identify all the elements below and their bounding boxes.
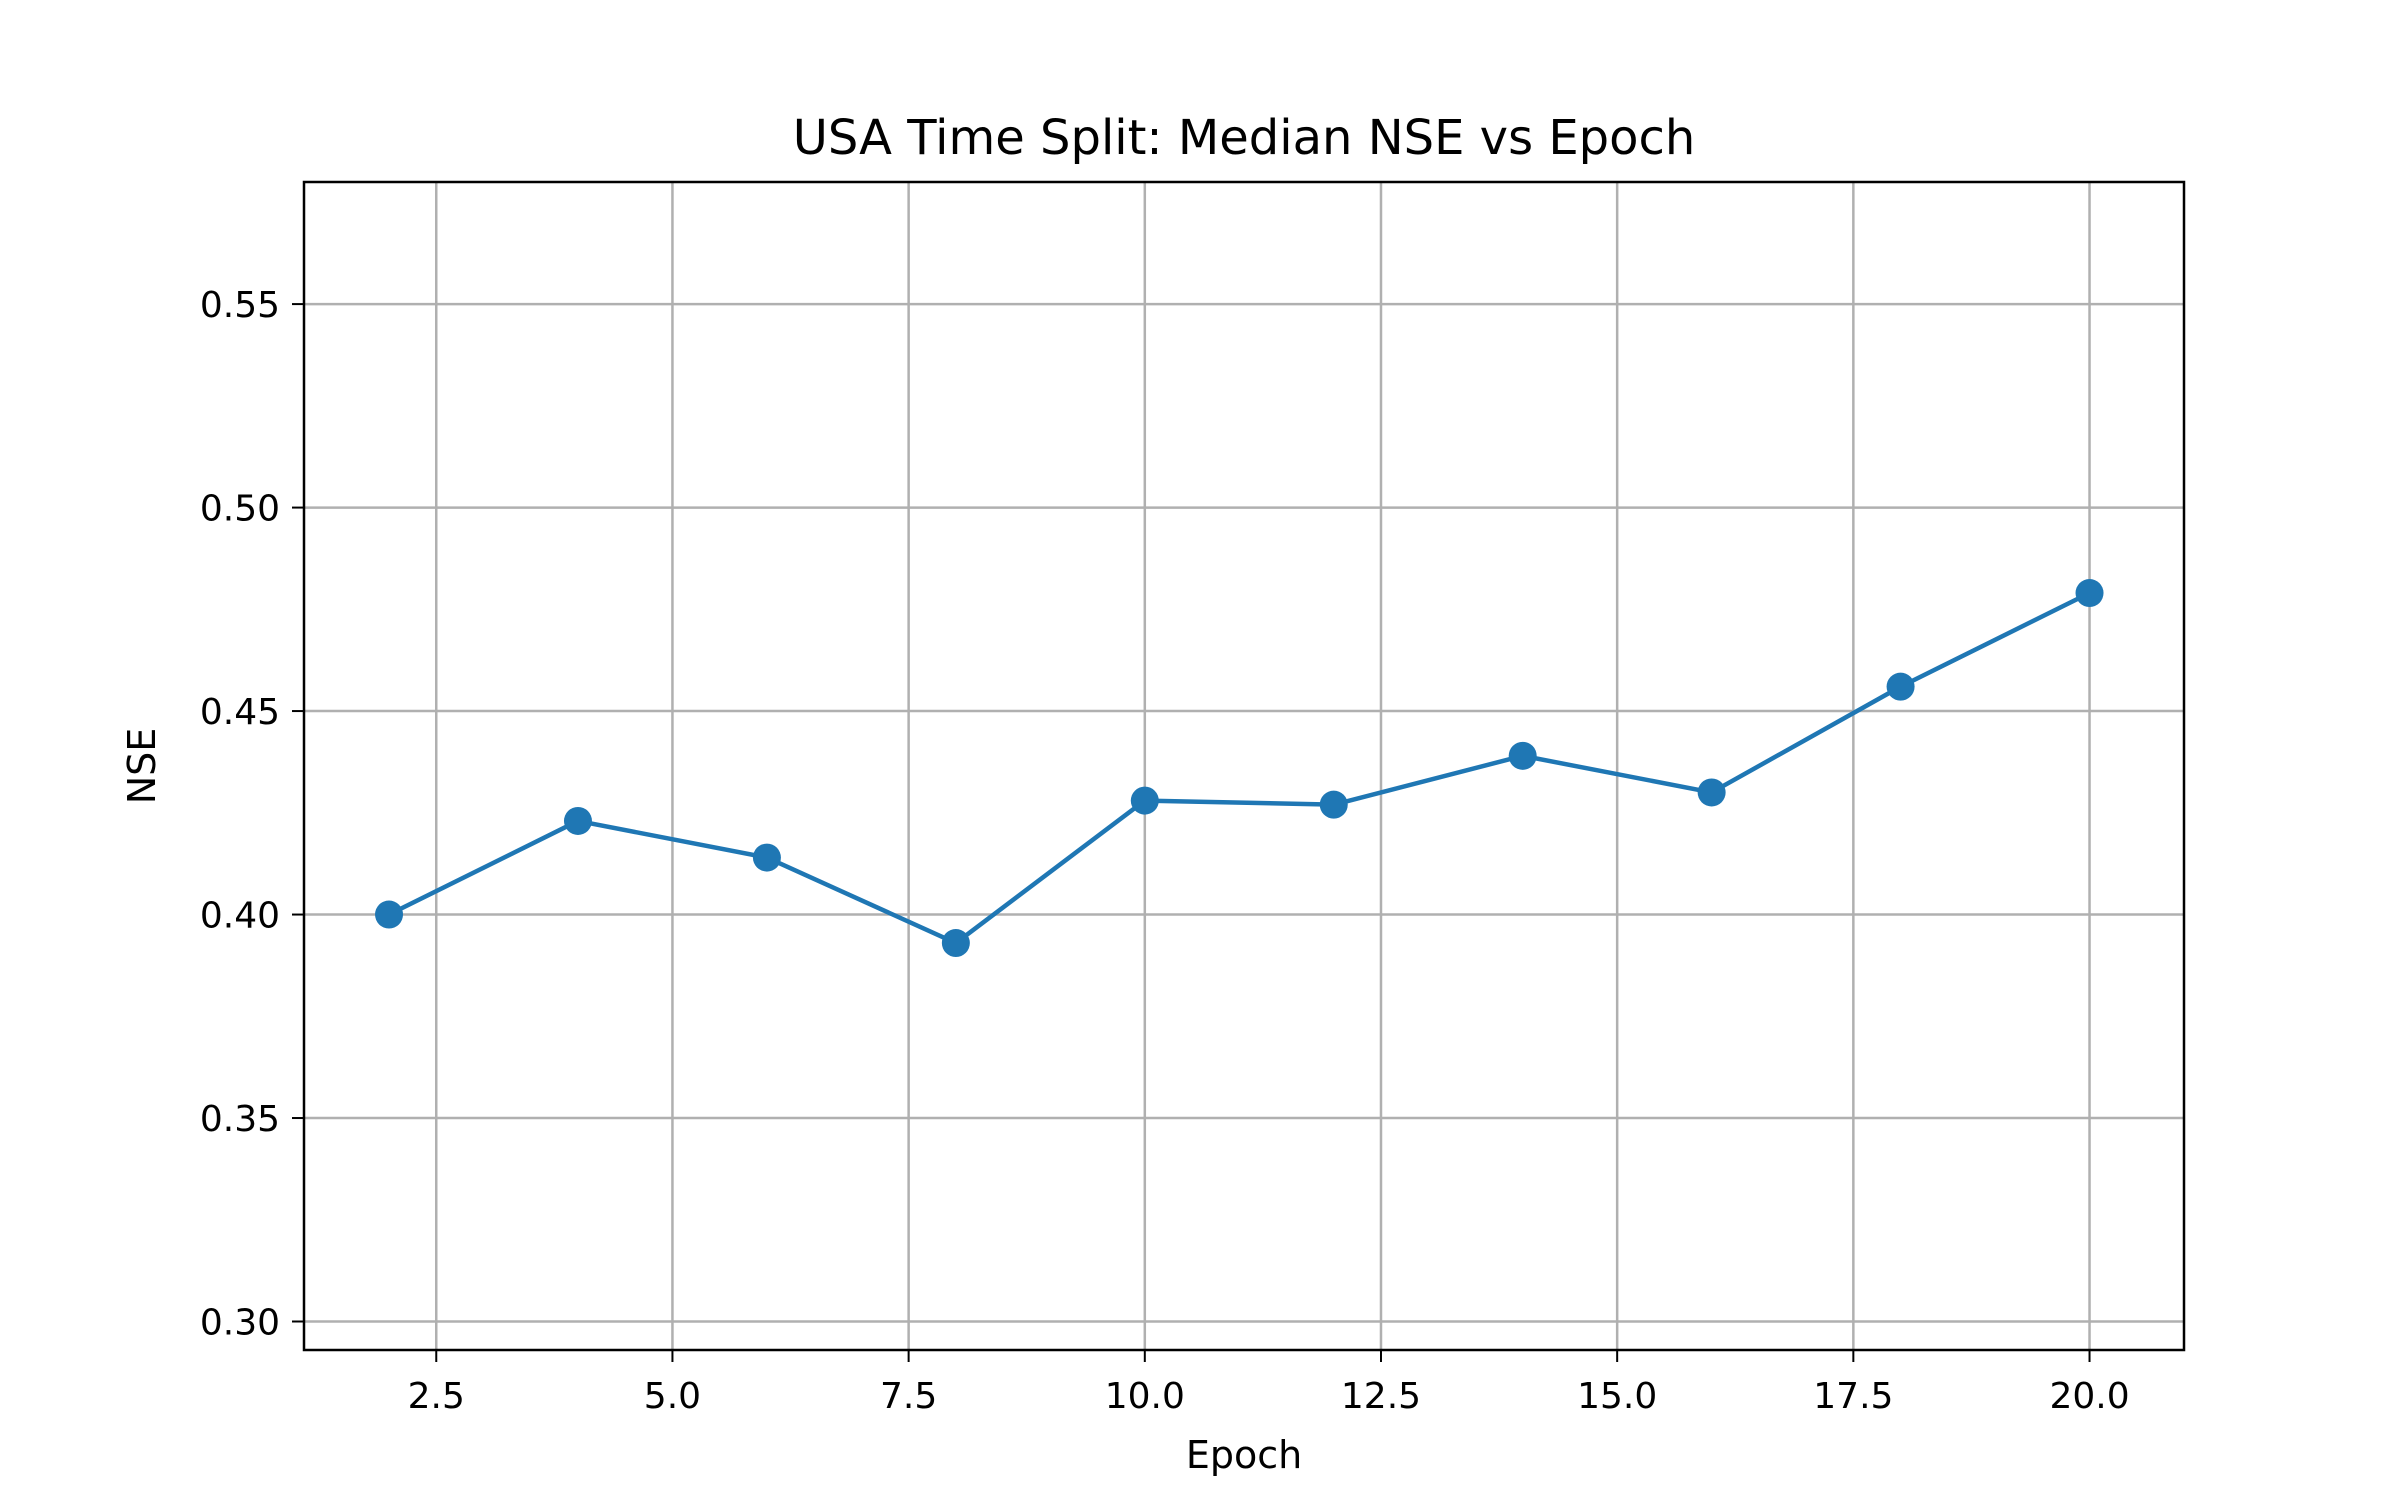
- x-tick-label: 2.5: [408, 1376, 465, 1417]
- data-point: [941, 929, 970, 958]
- data-point: [563, 806, 592, 835]
- series-line: [388, 591, 2091, 946]
- x-tick-label: 17.5: [1813, 1376, 1893, 1417]
- x-tick-label: 20.0: [2049, 1376, 2129, 1417]
- data-point: [1697, 778, 1726, 807]
- y-axis-title: NSE: [120, 728, 164, 805]
- x-tick-label: 15.0: [1577, 1376, 1657, 1417]
- data-point: [2075, 579, 2104, 608]
- plot-frame: [302, 180, 2186, 1352]
- y-tick-label: 0.55: [200, 285, 280, 326]
- grid: [304, 182, 2184, 1350]
- y-tick-label: 0.35: [200, 1099, 280, 1140]
- y-tick-label: 0.30: [200, 1303, 280, 1344]
- x-axis-title: Epoch: [1186, 1433, 1302, 1477]
- chart-title: USA Time Split: Median NSE vs Epoch: [793, 110, 1696, 166]
- data-point: [1130, 786, 1159, 815]
- data-point: [1886, 672, 1915, 701]
- data-point: [752, 843, 781, 872]
- y-tick-label: 0.50: [200, 489, 280, 530]
- x-tick-label: 5.0: [644, 1376, 701, 1417]
- x-tick-label: 10.0: [1105, 1376, 1185, 1417]
- y-tick-label: 0.40: [200, 896, 280, 937]
- data-point: [1508, 741, 1537, 770]
- ticks: 2.5 5.0 7.5 10.0 12.5 15.0 17.5 20.0 0.30 0.35 0.4…: [200, 285, 2130, 1417]
- x-tick-label: 7.5: [880, 1376, 937, 1417]
- series-layer: [375, 579, 2104, 958]
- x-tick-label: 12.5: [1341, 1376, 1421, 1417]
- y-tick-label: 0.45: [200, 692, 280, 733]
- data-point: [375, 900, 404, 929]
- data-point: [1319, 790, 1348, 819]
